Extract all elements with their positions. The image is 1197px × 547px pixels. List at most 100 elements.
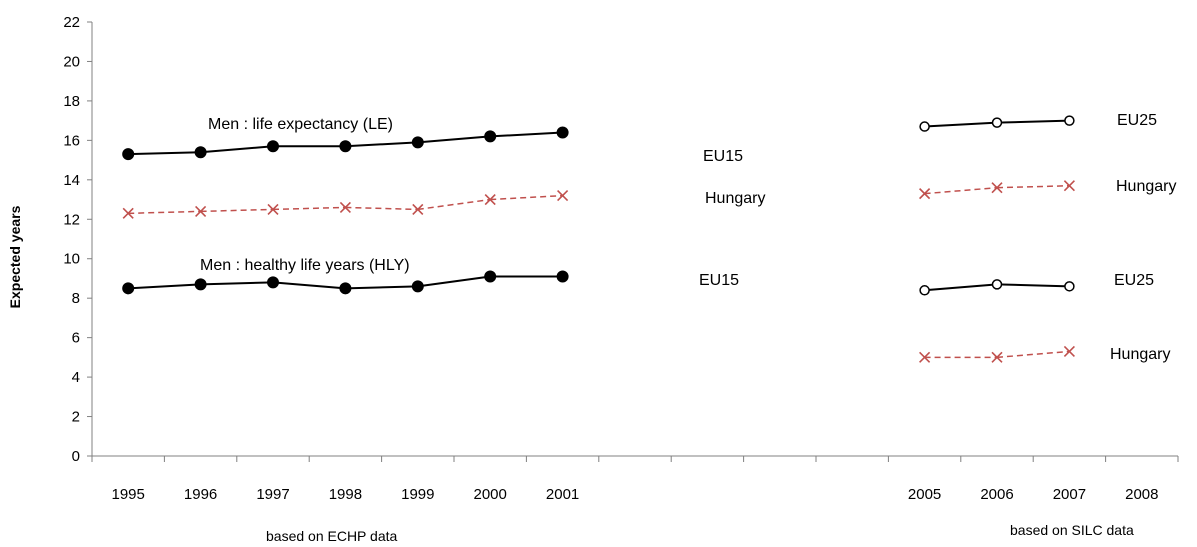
data-point: [484, 193, 496, 206]
marker-stroke: [195, 205, 207, 217]
data-point: [267, 140, 279, 153]
marker-stroke: [919, 188, 931, 200]
series-line-segment: [272, 206, 346, 211]
annotation-le-eu25: EU25: [1117, 112, 1157, 129]
data-point: [991, 279, 1003, 290]
series-line-segment: [417, 135, 491, 144]
annotation-hly-eu25: EU25: [1114, 272, 1154, 289]
series-le-eu25: [919, 115, 1075, 132]
x-tick-label: 2006: [980, 486, 1013, 503]
y-tick-label: 16: [63, 132, 80, 149]
series-line-segment: [996, 119, 1070, 124]
y-tick-label: 20: [63, 53, 80, 70]
y-tick-label: 2: [72, 409, 80, 426]
annotation-hly-hungary-right: Hungary: [1110, 346, 1170, 363]
series-line-segment: [417, 275, 491, 288]
data-point: [267, 276, 279, 289]
axes: 0 2 4 6 8 10 12 14 16 18 20 22 1995 1996 1997 1998 1999 2…: [63, 14, 1179, 503]
data-point: [1063, 345, 1075, 358]
series-line-segment: [272, 281, 346, 290]
data-point: [122, 282, 135, 295]
marker-stroke: [991, 182, 1003, 194]
series-le-hungary: [919, 180, 1075, 200]
series-line-segment: [924, 186, 998, 195]
series-line-segment: [924, 121, 998, 128]
data-point: [194, 146, 207, 159]
marker-stroke: [1063, 180, 1075, 192]
data-point: [484, 270, 497, 283]
data-point: [339, 140, 352, 153]
footnote-silc: based on SILC data: [1010, 522, 1134, 538]
series-line-segment: [128, 210, 201, 215]
x-tick-label: 2005: [908, 486, 941, 503]
y-tick-label: 8: [72, 290, 80, 307]
y-axis-label: Expected years: [7, 205, 23, 308]
series-line-segment: [490, 194, 563, 201]
data-point: [411, 280, 424, 293]
y-tick-label: 10: [63, 251, 80, 268]
annotation-le-hungary-right: Hungary: [1116, 178, 1176, 195]
series-line-segment: [200, 281, 274, 286]
y-tick-label: 14: [63, 172, 80, 189]
series-line-segment: [417, 198, 491, 211]
x-tick-label: 2000: [474, 486, 507, 503]
x-tick-label: 2007: [1053, 486, 1086, 503]
x-tick-label: 2008: [1125, 486, 1158, 503]
footnote-echp: based on ECHP data: [266, 528, 397, 544]
marker-stroke: [122, 207, 134, 219]
data-point: [412, 203, 424, 215]
series-line-segment: [996, 350, 1070, 359]
data-point: [484, 130, 497, 143]
y-tick-label: 18: [63, 93, 80, 110]
series-hly-hungary: [919, 345, 1075, 363]
data-point: [991, 351, 1003, 363]
marker-stroke: [919, 351, 931, 363]
marker-stroke: [991, 351, 1003, 363]
y-tick-label: 12: [63, 211, 80, 228]
series-line-segment: [345, 141, 418, 148]
series-line-segment: [996, 184, 1070, 189]
annotation-le-title: Men : life expectancy (LE): [208, 116, 393, 133]
x-tick-label: 1999: [401, 486, 434, 503]
data-point: [991, 182, 1003, 194]
marker-stroke: [267, 203, 279, 215]
data-point: [919, 351, 931, 363]
series-line-segment: [345, 206, 418, 211]
annotation-le-hungary-left: Hungary: [705, 190, 765, 207]
series-line-segment: [345, 285, 418, 290]
data-point: [411, 136, 424, 149]
marker-stroke: [557, 190, 569, 202]
annotation-hly-eu15: EU15: [699, 272, 739, 289]
series-hly-eu25: [919, 279, 1075, 296]
series-hly-eu15: [122, 270, 569, 295]
series-layer: [122, 115, 1075, 363]
series-line-segment: [128, 283, 201, 290]
data-point: [339, 201, 351, 214]
series-le-hungary: [122, 190, 569, 219]
marker-stroke: [339, 201, 351, 214]
data-point: [195, 205, 207, 217]
series-line-segment: [128, 151, 201, 156]
data-point: [1064, 281, 1075, 292]
y-tick-label: 0: [72, 448, 80, 465]
series-line-segment: [200, 145, 274, 154]
data-point: [122, 207, 134, 219]
y-tick-label: 6: [72, 330, 80, 347]
series-line-segment: [200, 208, 274, 213]
data-point: [1064, 115, 1075, 126]
marker-stroke: [412, 203, 424, 215]
annotation-hly-title: Men : healthy life years (HLY): [200, 257, 410, 274]
series-line-segment: [996, 283, 1070, 288]
data-point: [339, 282, 352, 295]
y-tick-label: 22: [63, 14, 80, 31]
data-point: [919, 121, 930, 132]
data-point: [556, 270, 569, 283]
series-line-segment: [490, 131, 563, 138]
data-point: [919, 188, 931, 200]
y-tick-label: 4: [72, 369, 80, 386]
data-point: [1063, 180, 1075, 192]
marker-stroke: [1063, 345, 1075, 358]
x-tick-label: 2001: [546, 486, 579, 503]
marker-stroke: [484, 193, 496, 206]
